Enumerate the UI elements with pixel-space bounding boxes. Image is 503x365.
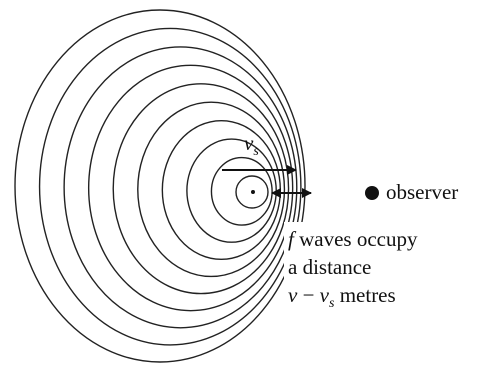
observer-dot bbox=[365, 186, 379, 200]
observer-label: observer bbox=[386, 180, 458, 204]
wavefront bbox=[64, 47, 297, 328]
source bbox=[251, 190, 255, 194]
wavefront bbox=[40, 28, 301, 344]
wavefronts bbox=[15, 10, 305, 362]
text: a distance bbox=[288, 255, 371, 279]
wavefront bbox=[15, 10, 305, 362]
caption-line: a distance bbox=[288, 255, 371, 279]
caption-line: v − vs metres bbox=[288, 283, 396, 311]
text: − bbox=[297, 283, 319, 307]
wavefront bbox=[211, 158, 272, 226]
subscript: s bbox=[253, 144, 259, 159]
wavefront bbox=[187, 139, 276, 242]
caption-line: f waves occupy bbox=[288, 227, 418, 251]
text: waves occupy bbox=[294, 227, 418, 251]
wavefront bbox=[162, 121, 280, 260]
wavefront bbox=[113, 84, 288, 294]
text: metres bbox=[334, 283, 395, 307]
doppler-diagram: vs observer f waves occupy a distance v … bbox=[0, 0, 503, 365]
wavefront bbox=[89, 65, 293, 310]
